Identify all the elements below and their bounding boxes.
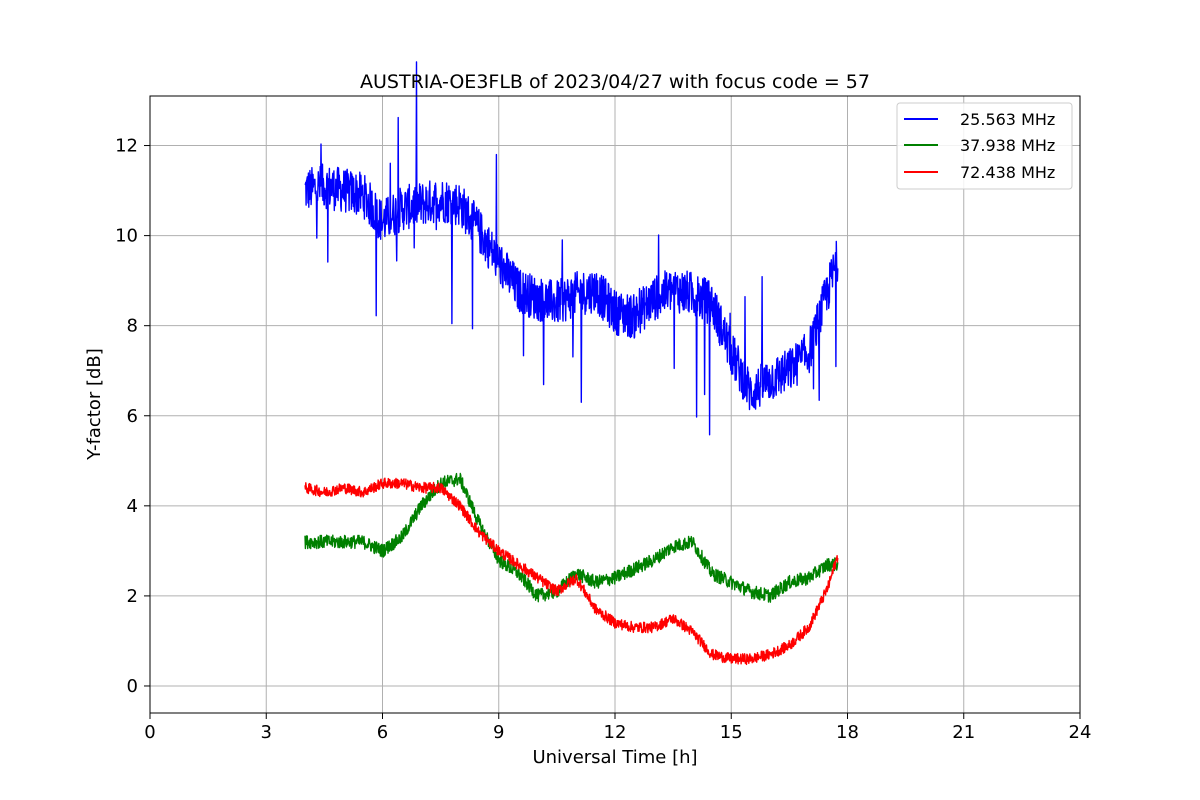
legend-label-72: 72.438 MHz — [960, 163, 1055, 182]
x-tick-label: 21 — [952, 722, 975, 743]
x-tick-label: 6 — [377, 722, 388, 743]
y-axis: 0 2 4 6 8 10 12 — [115, 136, 150, 697]
series-37938-line — [304, 472, 839, 603]
legend-label-25: 25.563 MHz — [960, 110, 1055, 129]
series-layer — [304, 61, 839, 666]
y-tick-label: 6 — [127, 406, 138, 427]
x-tick-label: 0 — [144, 722, 155, 743]
y-axis-label: Y-factor [dB] — [84, 348, 105, 461]
x-axis: 0 3 6 9 12 15 18 21 24 — [144, 713, 1091, 743]
y-tick-label: 12 — [115, 136, 138, 157]
legend: 25.563 MHz 37.938 MHz 72.438 MHz — [896, 102, 1073, 190]
y-tick-label: 0 — [127, 676, 138, 697]
x-axis-label: Universal Time [h] — [532, 747, 697, 768]
legend-box — [896, 102, 1073, 190]
x-tick-label: 15 — [720, 722, 743, 743]
x-tick-label: 18 — [836, 722, 859, 743]
legend-label-37: 37.938 MHz — [960, 136, 1055, 155]
x-tick-label: 24 — [1069, 722, 1092, 743]
x-tick-label: 12 — [604, 722, 627, 743]
y-tick-label: 8 — [127, 316, 138, 337]
y-tick-label: 10 — [115, 226, 138, 247]
y-tick-label: 2 — [127, 586, 138, 607]
x-tick-label: 3 — [261, 722, 272, 743]
series-72438-line — [304, 477, 839, 666]
x-tick-label: 9 — [493, 722, 504, 743]
y-tick-label: 4 — [127, 496, 138, 517]
series-25563-line — [304, 61, 839, 436]
chart-title: AUSTRIA-OE3FLB of 2023/04/27 with focus … — [360, 71, 870, 93]
